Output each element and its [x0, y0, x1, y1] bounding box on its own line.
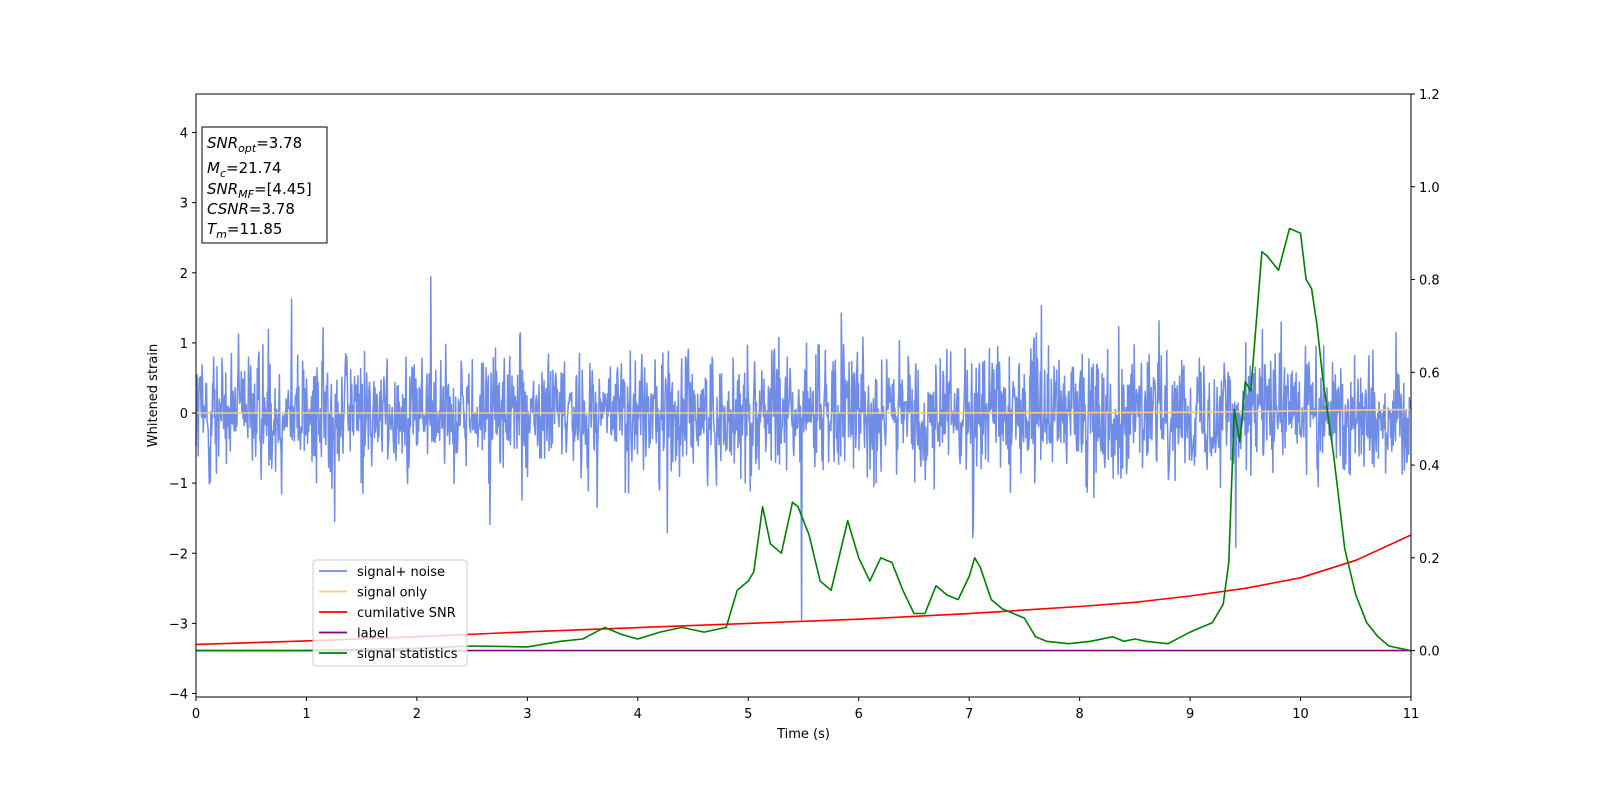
legend-entry-label: signal+ noise — [357, 565, 445, 580]
y2-tick-label: 0.8 — [1419, 274, 1440, 289]
x-tick-label: 0 — [192, 707, 200, 722]
annotation-line: Mc=21.74 — [207, 159, 282, 180]
x-tick-label: 10 — [1292, 707, 1309, 722]
x-axis-label: Time (s) — [776, 727, 830, 742]
stats-annotation-box: SNRopt=3.78Mc=21.74SNRMF=[4.45]CSNR=3.78… — [201, 126, 328, 244]
x-tick-label: 8 — [1075, 707, 1083, 722]
legend-entry-label: label — [357, 627, 388, 642]
y-tick-label: −1 — [169, 477, 188, 492]
x-tick-label: 9 — [1186, 707, 1194, 722]
y-tick-label: 3 — [180, 197, 188, 212]
legend-entry-label: signal only — [357, 586, 427, 601]
y-axis-label: Whitened strain — [146, 344, 161, 447]
y-tick-label: −4 — [169, 687, 188, 702]
y-tick-label: 4 — [180, 127, 188, 142]
y-tick-label: 0 — [180, 407, 188, 422]
y2-tick-label: 0.0 — [1419, 645, 1440, 660]
annotation-value: =21.74 — [226, 159, 282, 177]
annotation-symbol: SNR — [207, 180, 238, 198]
series-signal-statistics-line — [196, 227, 1412, 652]
annotation-line: SNRMF=[4.45] — [207, 180, 312, 201]
legend-frame — [312, 559, 468, 667]
x-tick-label: 3 — [523, 707, 531, 722]
signal-noise-series — [195, 275, 1412, 621]
x-tick-label: 2 — [413, 707, 421, 722]
y-tick-label: 2 — [180, 267, 188, 282]
x-tick-label: 5 — [744, 707, 752, 722]
y-tick-label: 1 — [180, 337, 188, 352]
annotation-subscript: m — [216, 228, 227, 241]
x-tick-label: 6 — [855, 707, 863, 722]
annotation-value: =11.85 — [227, 220, 283, 238]
x-tick-label: 4 — [634, 707, 642, 722]
x-tick-label: 1 — [302, 707, 310, 722]
series-signal-noise-line — [195, 275, 1412, 621]
annotation-line: SNRopt=3.78 — [207, 134, 302, 155]
axis-ticks: 0 1 2 3 4 5 6 7 8 9 10 11 −4 −3 −2 −1 0 1 2 3 4 0.0 0.2 0.4 0.6 0… — [169, 88, 1440, 722]
plot-frame — [195, 93, 1412, 698]
x-tick-label: 11 — [1403, 707, 1420, 722]
annotation-subscript: MF — [238, 188, 254, 201]
y-tick-label: −3 — [169, 617, 188, 632]
y2-tick-label: 0.4 — [1419, 459, 1440, 474]
y-tick-label: −2 — [169, 547, 188, 562]
annotation-value: =[4.45] — [254, 180, 312, 198]
annotation-symbol: SNR — [207, 134, 238, 152]
annotation-value: =3.78 — [249, 200, 295, 218]
legend-entry-label: signal statistics — [357, 647, 458, 662]
annotation-line: Tm=11.85 — [207, 220, 282, 241]
annotation-symbol: T — [207, 220, 218, 238]
annotation-box-frame — [201, 126, 328, 244]
y2-tick-label: 1.2 — [1419, 88, 1440, 103]
series-signal-only-line — [196, 408, 1412, 414]
annotation-value: =3.78 — [256, 134, 302, 152]
legend-entry-label: cumilative SNR — [357, 606, 456, 621]
y2-tick-label: 1.0 — [1419, 181, 1440, 196]
annotation-symbol: CSNR — [207, 200, 249, 218]
annotation-subscript: c — [220, 167, 226, 180]
y2-tick-label: 0.6 — [1419, 366, 1440, 381]
annotation-line: CSNR=3.78 — [207, 200, 295, 218]
annotation-symbol: M — [207, 159, 220, 177]
x-tick-label: 7 — [965, 707, 973, 722]
annotation-subscript: opt — [238, 142, 257, 155]
y2-tick-label: 0.2 — [1419, 552, 1440, 567]
legend: signal+ noise signal only cumilative SNR la… — [312, 559, 468, 667]
